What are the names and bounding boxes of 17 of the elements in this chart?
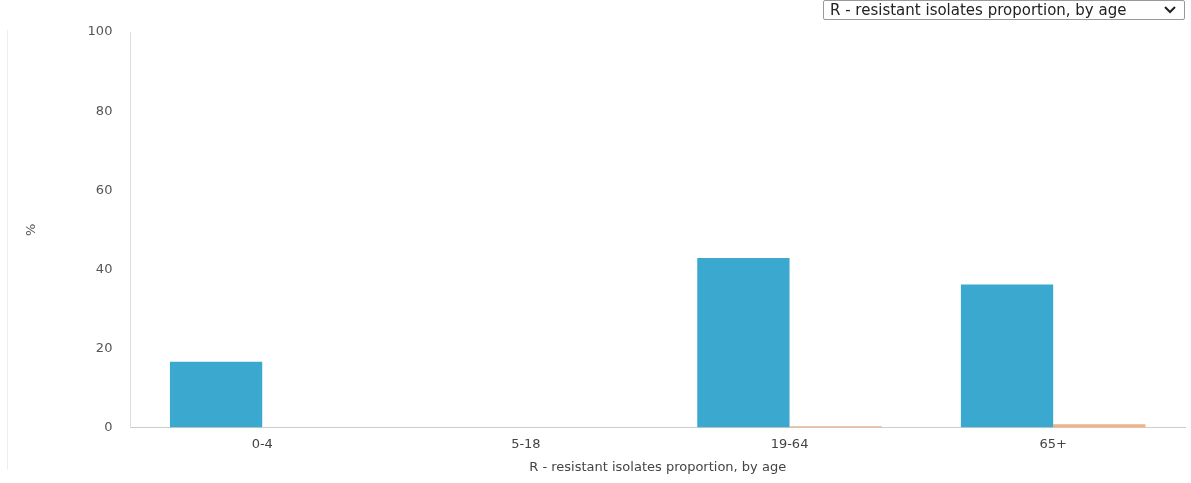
bar [1053,424,1146,428]
y-tick-label: 80 [95,102,113,118]
x-tick-label: 5-18 [511,435,541,451]
y-tick-label: 60 [95,181,113,197]
x-tick-label: 19-64 [770,435,809,451]
y-tick-label: 40 [95,260,113,276]
y-tick-label: 0 [104,419,113,435]
y-tick-label: 20 [95,340,113,356]
bar [697,258,790,428]
text: R - resistant isolates proportion, by age [830,1,1127,19]
x-axis-title: R - resistant isolates proportion, by age [529,458,787,474]
x-tick-label: 65+ [1039,435,1067,451]
x-tick-label: 0-4 [251,435,273,451]
bar [169,361,263,428]
bar [960,284,1054,428]
y-tick-label: 100 [87,23,113,39]
y-axis-title: % [23,223,39,237]
